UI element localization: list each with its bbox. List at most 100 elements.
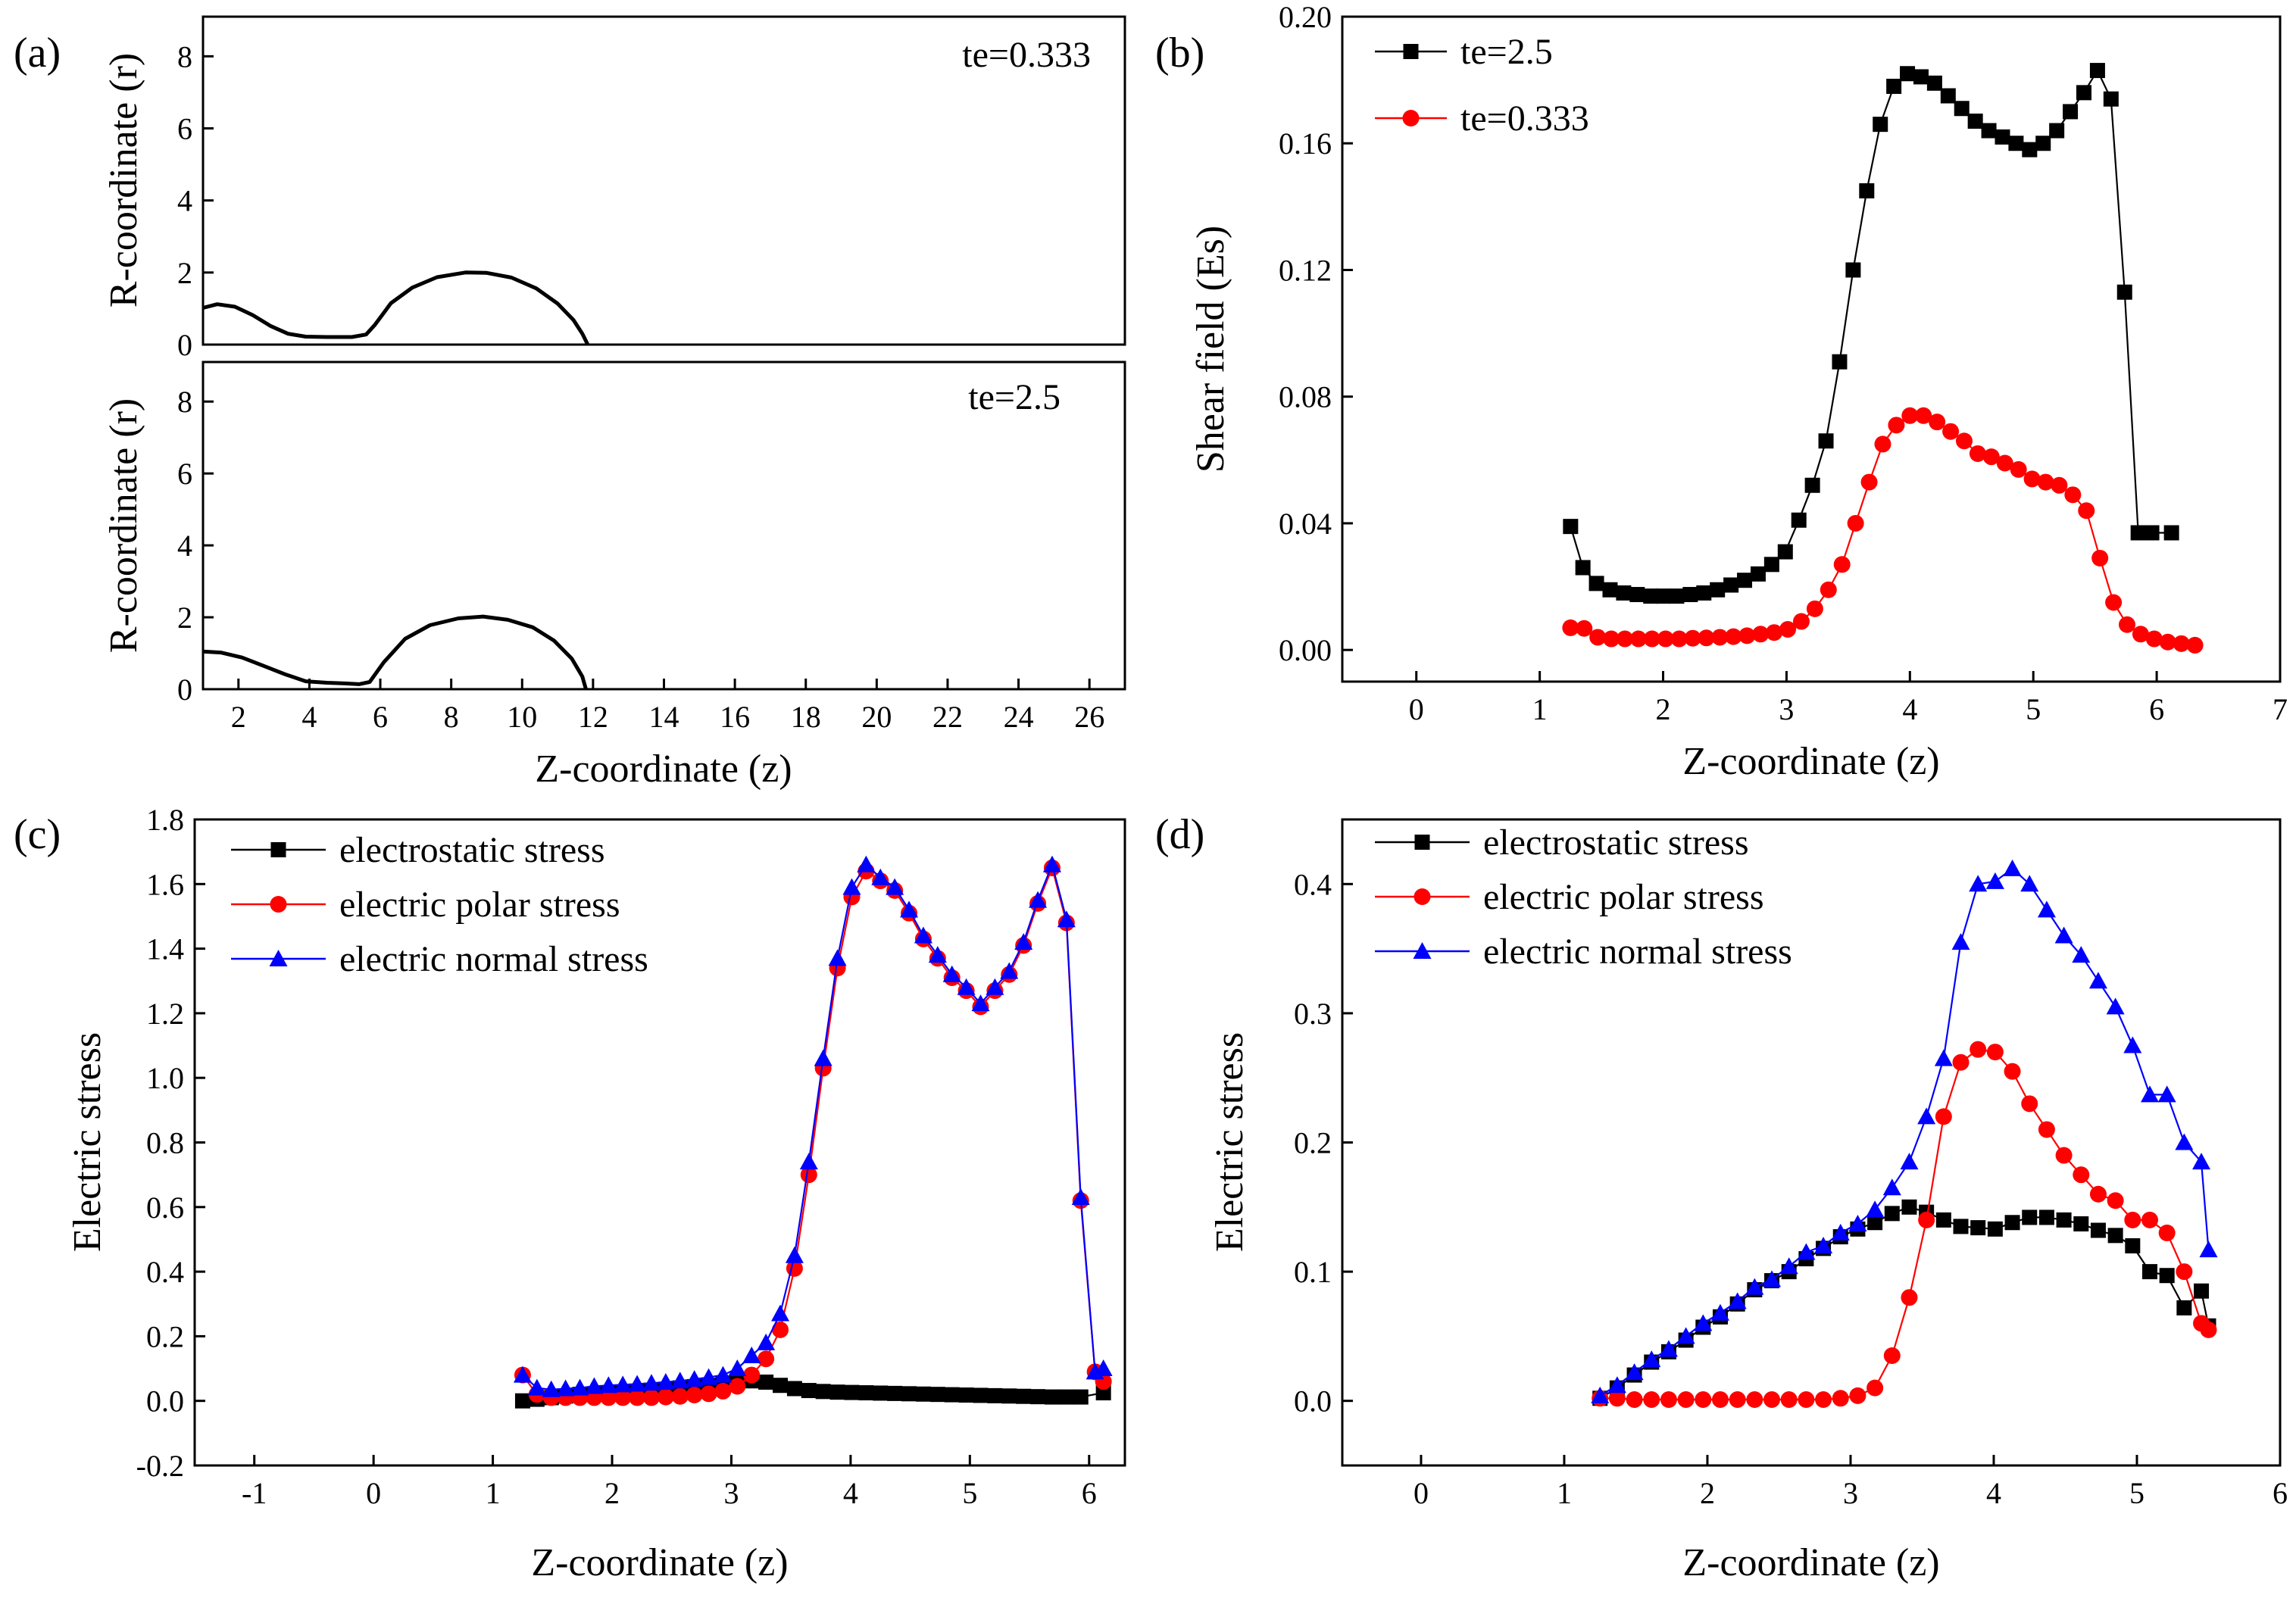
data-point [2124, 1211, 2141, 1228]
data-point [886, 878, 904, 895]
data-point [1696, 585, 1712, 601]
data-point [1042, 855, 1061, 872]
data-point [614, 1389, 632, 1406]
x-tick-label: 4 [1986, 1476, 2001, 1510]
x-tick-label: 22 [932, 700, 963, 734]
y-tick-label: -0.2 [136, 1449, 184, 1483]
data-point [1873, 117, 1888, 133]
data-point [1797, 1243, 1816, 1260]
y-tick-label: 6 [177, 112, 192, 146]
data-point [1987, 1221, 2003, 1237]
data-point [1725, 628, 1742, 645]
data-point [1588, 576, 1604, 591]
data-point [1029, 891, 1048, 908]
y-axis-label: R-coordinate (r) [102, 53, 145, 307]
data-point [1934, 1049, 1953, 1066]
data-point [799, 1153, 818, 1170]
x-tick-label: 2 [231, 700, 246, 734]
data-point [1752, 626, 1770, 643]
data-point [2022, 142, 2038, 158]
data-point [986, 978, 1004, 995]
y-tick-label: 6 [177, 457, 192, 491]
y-tick-label: 0.2 [1294, 1126, 1332, 1160]
legend-marker [1414, 888, 1431, 905]
data-point [973, 1387, 989, 1403]
x-tick-label: 14 [649, 700, 679, 734]
data-point [628, 1375, 647, 1392]
data-point [728, 1359, 747, 1377]
data-point [2116, 284, 2132, 300]
y-tick-label: 1.0 [146, 1061, 184, 1095]
data-point [1954, 101, 1970, 117]
y-tick-label: 1.4 [146, 932, 184, 966]
data-point [670, 1372, 689, 1389]
data-point [1676, 1327, 1695, 1344]
data-point [2194, 1283, 2210, 1299]
data-point [2107, 1192, 2124, 1209]
data-point [1804, 477, 1820, 493]
legend-marker [1413, 942, 1432, 959]
data-point [1935, 1212, 1951, 1228]
data-point [1935, 1108, 1952, 1125]
data-point [1995, 129, 2010, 145]
data-point [1849, 1387, 1866, 1404]
data-point [873, 1385, 889, 1401]
legend-label: electric polar stress [339, 885, 620, 925]
legend-label: te=0.333 [1460, 98, 1589, 139]
data-point [1832, 354, 1848, 370]
data-point [2051, 476, 2068, 494]
data-point [1900, 1153, 1919, 1170]
data-point [2159, 633, 2176, 651]
data-point [1626, 1390, 1643, 1408]
y-axis-label: R-coordinate (r) [102, 398, 145, 653]
data-point [2163, 525, 2179, 541]
data-point [1057, 910, 1076, 928]
data-point [2038, 1121, 2055, 1138]
data-point [1845, 262, 1861, 278]
series-line-curve [202, 614, 588, 690]
data-point [2175, 1133, 2194, 1150]
data-point [1874, 435, 1891, 453]
y-tick-label: 0.0 [146, 1384, 184, 1419]
data-point [2200, 1321, 2217, 1338]
data-point [987, 1387, 1003, 1403]
data-point [1710, 582, 1726, 598]
data-point [1745, 1278, 1764, 1295]
data-point [1901, 1199, 1917, 1215]
data-point [1918, 1211, 1935, 1228]
data-point [2141, 1085, 2160, 1103]
data-point [1657, 630, 1674, 648]
chart-panel-d: 0.0 0.1 0.2 0.3 0.4 0 1 2 3 4 5 6 Electric stress Z-c… [1208, 818, 2288, 1584]
data-point [1629, 630, 1647, 648]
x-tick-label: 18 [791, 700, 821, 734]
data-point [570, 1378, 589, 1396]
legend-marker [1403, 44, 1419, 59]
data-point [600, 1389, 617, 1406]
y-tick-label: 0.0 [1294, 1384, 1332, 1419]
x-tick-label: 4 [1902, 692, 1917, 726]
data-point [1607, 1376, 1626, 1394]
x-axis-label: Z-coordinate (z) [1682, 1541, 1939, 1584]
data-point [1000, 962, 1019, 979]
data-point [1660, 1390, 1677, 1408]
y-axis-label: Electric stress [1208, 1032, 1251, 1252]
x-tick-label: 2 [1656, 692, 1671, 726]
data-point [2003, 859, 2022, 876]
data-point [1711, 1390, 1729, 1408]
data-point [1616, 585, 1632, 601]
x-axis-label: Z-coordinate (z) [531, 1541, 788, 1584]
data-point [1982, 448, 2000, 466]
data-point [1969, 445, 1986, 462]
data-point [2130, 525, 2146, 541]
y-tick-label: 2 [177, 256, 192, 290]
data-point [1967, 113, 1983, 129]
data-point [1970, 1220, 1986, 1236]
data-point [2186, 636, 2204, 654]
data-point [2123, 1036, 2142, 1053]
data-point [2145, 630, 2163, 648]
y-tick-label: 8 [177, 385, 192, 419]
panel-label-d: (d) [1155, 811, 1204, 858]
data-point [1737, 573, 1753, 588]
data-point [1576, 620, 1593, 637]
data-point [2103, 91, 2119, 107]
